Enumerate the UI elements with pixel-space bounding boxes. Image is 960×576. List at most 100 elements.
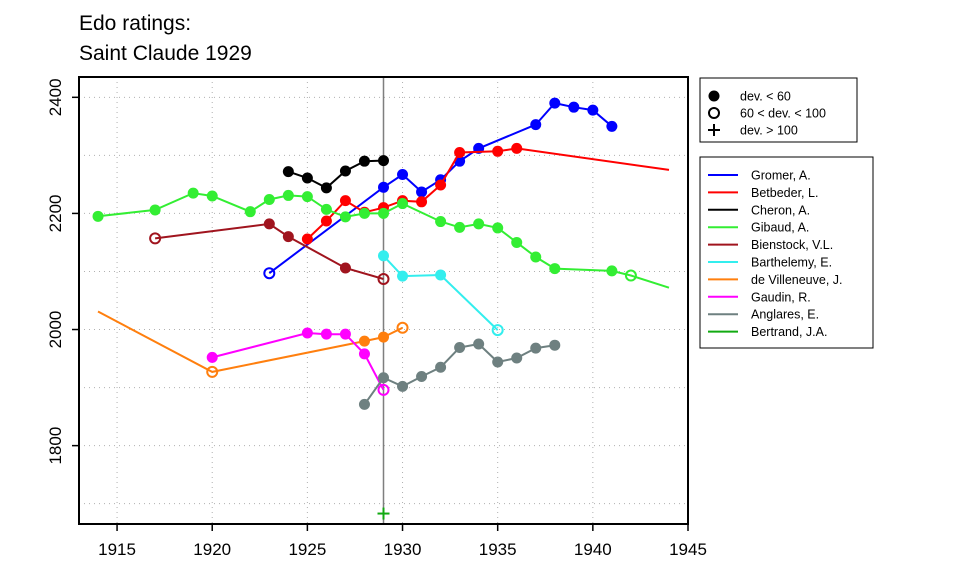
marker-legend-label: dev. < 60: [740, 90, 791, 104]
data-point-filled: [282, 189, 294, 201]
data-point-filled: [320, 203, 332, 215]
marker-legend-label: 60 < dev. < 100: [740, 107, 826, 121]
data-point-filled: [358, 398, 370, 410]
marker-legend-label: dev. > 100: [740, 124, 798, 138]
legend-label: Barthelemy, E.: [751, 256, 832, 270]
series-group: [92, 97, 670, 520]
data-point-filled: [397, 380, 409, 392]
data-point-filled: [454, 221, 466, 233]
data-point-filled: [282, 231, 294, 243]
data-point-filled: [320, 215, 332, 227]
data-point-filled: [416, 186, 428, 198]
series-gaudin-r: [206, 327, 390, 396]
data-point-filled: [301, 191, 313, 203]
data-point-filled: [378, 331, 389, 343]
chart-title-line-1: Edo ratings:: [79, 12, 191, 35]
legend-label: Gaudin, R.: [751, 290, 811, 304]
data-point-filled: [244, 206, 256, 218]
series-betbeder-l: [301, 142, 670, 245]
data-point-open: [263, 267, 276, 280]
series-cheron-a: [282, 155, 389, 194]
data-point-filled: [358, 207, 370, 219]
data-point-filled: [473, 218, 485, 230]
legend-label: de Villeneuve, J.: [751, 273, 843, 287]
series-anglares-e: [358, 338, 561, 410]
data-point-open: [624, 269, 637, 282]
data-point-filled: [187, 187, 199, 199]
legend-label: Betbeder, L.: [751, 186, 818, 200]
data-point-filled: [263, 218, 275, 230]
data-point-filled: [378, 181, 389, 193]
data-point-filled: [149, 204, 161, 216]
data-point-filled: [358, 335, 370, 347]
series-barthelemy-e: [378, 250, 504, 337]
series-gromer-a: [263, 97, 618, 280]
axes: 1915 1920 1925 1930 1935 1940 1945 1800 2000 2200…: [46, 78, 707, 559]
data-point-filled: [511, 352, 523, 364]
data-point-filled: [301, 233, 313, 245]
series-line: [211, 331, 385, 391]
data-point-filled: [435, 216, 447, 228]
data-point-open: [206, 365, 219, 378]
x-tick-label: 1915: [98, 540, 136, 559]
data-point-filled: [473, 338, 485, 350]
legend-label: Anglares, E.: [751, 308, 819, 322]
data-point-filled: [549, 97, 561, 109]
data-point-filled: [397, 270, 409, 282]
data-point-filled: [568, 101, 580, 113]
data-point-filled: [339, 195, 351, 207]
data-point-filled: [492, 356, 504, 368]
data-point-filled: [92, 210, 104, 222]
data-point-plus: [377, 507, 390, 520]
series-line: [382, 255, 499, 331]
data-point-filled: [358, 348, 370, 360]
data-point-open: [377, 383, 390, 396]
data-point-filled: [416, 196, 428, 208]
x-tick-label: 1930: [384, 540, 422, 559]
data-point-open: [396, 321, 409, 334]
data-point-filled: [206, 190, 218, 202]
data-point-filled: [492, 222, 504, 234]
data-point-filled: [339, 328, 351, 340]
data-point-open: [149, 232, 162, 245]
data-point-filled: [301, 172, 313, 184]
data-point-filled: [339, 165, 351, 177]
data-point-filled: [708, 90, 720, 102]
data-point-filled: [606, 265, 618, 277]
legend-label: Gibaud, A.: [751, 221, 809, 235]
data-point-filled: [263, 193, 275, 205]
series-bienstock-v-l: [149, 218, 390, 286]
data-point-filled: [206, 351, 218, 363]
legend-label: Bertrand, J.A.: [751, 325, 827, 339]
legend-label: Gromer, A.: [751, 169, 811, 183]
x-tick-label: 1935: [479, 540, 517, 559]
data-point-filled: [530, 342, 542, 354]
data-point-filled: [492, 145, 504, 157]
data-point-filled: [378, 155, 389, 167]
x-tick-label: 1925: [288, 540, 326, 559]
data-point-filled: [435, 361, 447, 373]
data-point-filled: [530, 251, 542, 263]
data-point-open: [377, 273, 390, 286]
data-point-filled: [358, 155, 370, 167]
series-legend-box: [699, 156, 874, 349]
legend-label: Bienstock, V.L.: [751, 238, 833, 252]
data-point-filled: [530, 119, 542, 131]
x-tick-label: 1920: [193, 540, 231, 559]
data-point-filled: [549, 339, 561, 351]
data-point-filled: [378, 250, 389, 262]
series-line: [363, 342, 555, 405]
series-de-villeneuve-j: [97, 310, 409, 378]
plot-frame: [78, 76, 689, 525]
data-point-filled: [435, 269, 447, 281]
data-point-filled: [549, 263, 561, 275]
data-point-filled: [511, 236, 523, 248]
data-point-filled: [339, 211, 351, 223]
x-tick-label: 1940: [574, 540, 612, 559]
data-point-filled: [301, 327, 313, 339]
data-point-filled: [378, 207, 389, 219]
data-point-filled: [435, 179, 447, 191]
y-tick-label: 2200: [46, 195, 65, 233]
data-point-filled: [282, 166, 294, 178]
